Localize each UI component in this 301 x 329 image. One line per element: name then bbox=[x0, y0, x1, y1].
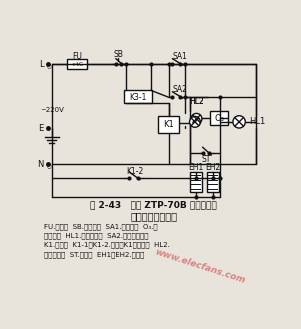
Text: HL2: HL2 bbox=[189, 97, 204, 106]
Text: >tC: >tC bbox=[71, 63, 83, 67]
Bar bbox=[210, 111, 228, 125]
Text: K1-2: K1-2 bbox=[127, 167, 144, 176]
Circle shape bbox=[190, 116, 200, 127]
Text: K1.继电器  K1-1、K1-2.继电器K1常开触点  HL2.: K1.继电器 K1-1、K1-2.继电器K1常开触点 HL2. bbox=[44, 242, 170, 248]
Text: SA2: SA2 bbox=[173, 85, 188, 94]
Text: HL1: HL1 bbox=[249, 117, 265, 126]
Text: K3-1: K3-1 bbox=[130, 93, 147, 102]
Bar bbox=[67, 59, 87, 69]
Text: E: E bbox=[39, 123, 44, 133]
Text: FU: FU bbox=[72, 52, 82, 61]
Text: EH2: EH2 bbox=[205, 163, 220, 172]
Text: N: N bbox=[37, 160, 44, 169]
Text: ~220V: ~220V bbox=[41, 107, 65, 113]
Bar bbox=[158, 116, 179, 134]
Bar bbox=[190, 172, 202, 192]
Circle shape bbox=[191, 114, 202, 124]
Text: SB: SB bbox=[113, 50, 123, 59]
Text: O₃: O₃ bbox=[214, 114, 224, 122]
Text: ○: ○ bbox=[47, 63, 52, 68]
Text: 电子消毒柜电路图: 电子消毒柜电路图 bbox=[130, 211, 177, 221]
Text: www.elecfans.com: www.elecfans.com bbox=[154, 248, 247, 286]
Bar bbox=[206, 172, 219, 192]
Text: 氧发生器  HL1.臭氧指示灯  SA2.高温消毒开关: 氧发生器 HL1.臭氧指示灯 SA2.高温消毒开关 bbox=[44, 233, 148, 239]
Text: L: L bbox=[39, 60, 44, 69]
Text: FU.熔断器  SB.电源开关  SA1.臭氧开关  O₃.臭: FU.熔断器 SB.电源开关 SA1.臭氧开关 O₃.臭 bbox=[44, 223, 157, 230]
Text: K1: K1 bbox=[163, 120, 174, 129]
Text: ST: ST bbox=[201, 155, 210, 164]
Circle shape bbox=[233, 116, 245, 128]
Bar bbox=[124, 90, 152, 103]
Text: HL2: HL2 bbox=[189, 97, 204, 106]
Text: 图 2-43   康宝 ZTP-70B 双门双功能: 图 2-43 康宝 ZTP-70B 双门双功能 bbox=[91, 201, 217, 210]
Text: SA1: SA1 bbox=[173, 52, 188, 61]
Text: 消毒指示灯  ST.温控器  EH1、EH2.发热器: 消毒指示灯 ST.温控器 EH1、EH2.发热器 bbox=[44, 251, 144, 258]
Text: EH1: EH1 bbox=[188, 163, 203, 172]
Text: ○: ○ bbox=[47, 163, 52, 168]
